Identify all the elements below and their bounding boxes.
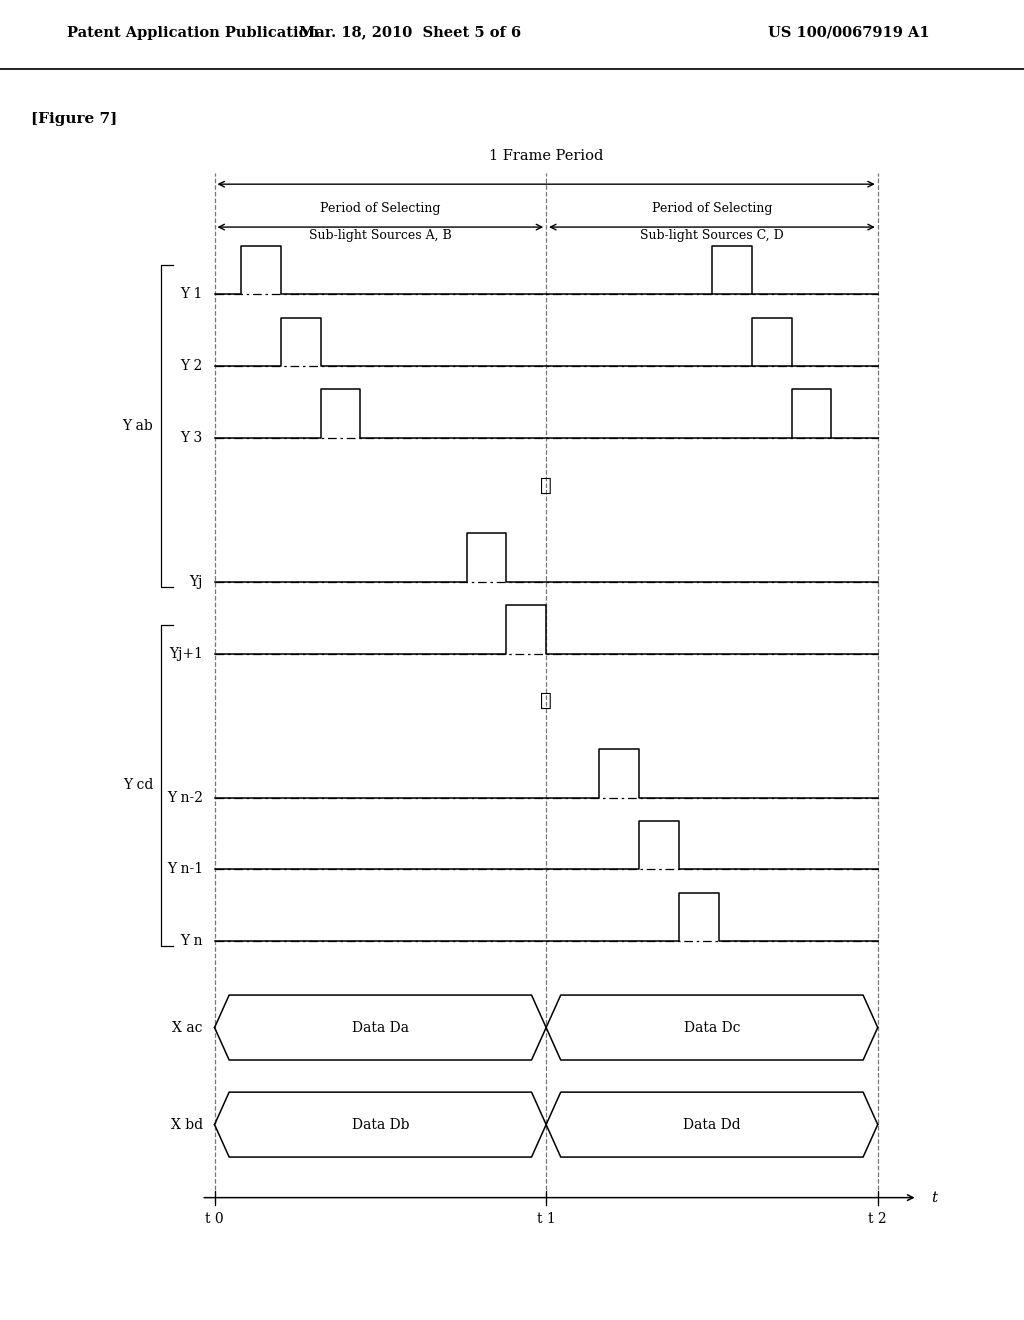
Text: Patent Application Publication: Patent Application Publication (67, 25, 318, 40)
Text: t 2: t 2 (868, 1212, 887, 1225)
Text: X ac: X ac (172, 1020, 203, 1035)
Text: t 0: t 0 (205, 1212, 224, 1225)
Text: US 100/0067919 A1: US 100/0067919 A1 (768, 25, 930, 40)
Text: ⋯: ⋯ (541, 477, 552, 495)
Text: Y ab: Y ab (122, 418, 154, 433)
Text: t 1: t 1 (537, 1212, 555, 1225)
Text: Sub-light Sources A, B: Sub-light Sources A, B (309, 230, 452, 243)
Text: ⋯: ⋯ (541, 692, 552, 710)
Text: Y n-1: Y n-1 (167, 862, 203, 876)
Text: t: t (931, 1191, 937, 1205)
Text: Period of Selecting: Period of Selecting (321, 202, 440, 215)
Text: Y 3: Y 3 (180, 432, 203, 445)
Text: Period of Selecting: Period of Selecting (651, 202, 772, 215)
Text: [Figure 7]: [Figure 7] (31, 112, 117, 125)
Text: Y n-2: Y n-2 (167, 791, 203, 804)
Text: Data Dd: Data Dd (683, 1118, 740, 1131)
Text: Mar. 18, 2010  Sheet 5 of 6: Mar. 18, 2010 Sheet 5 of 6 (299, 25, 520, 40)
Text: Y 1: Y 1 (180, 288, 203, 301)
Text: Sub-light Sources C, D: Sub-light Sources C, D (640, 230, 783, 243)
Text: Data Db: Data Db (351, 1118, 410, 1131)
Text: Y 2: Y 2 (180, 359, 203, 374)
Text: X bd: X bd (171, 1118, 203, 1131)
Text: 1 Frame Period: 1 Frame Period (488, 149, 603, 164)
Text: Data Da: Data Da (352, 1020, 409, 1035)
Text: Y cd: Y cd (123, 779, 154, 792)
Text: Yj: Yj (189, 574, 203, 589)
Text: Data Dc: Data Dc (684, 1020, 740, 1035)
Text: Yj+1: Yj+1 (169, 647, 203, 661)
Text: Y n: Y n (180, 935, 203, 948)
